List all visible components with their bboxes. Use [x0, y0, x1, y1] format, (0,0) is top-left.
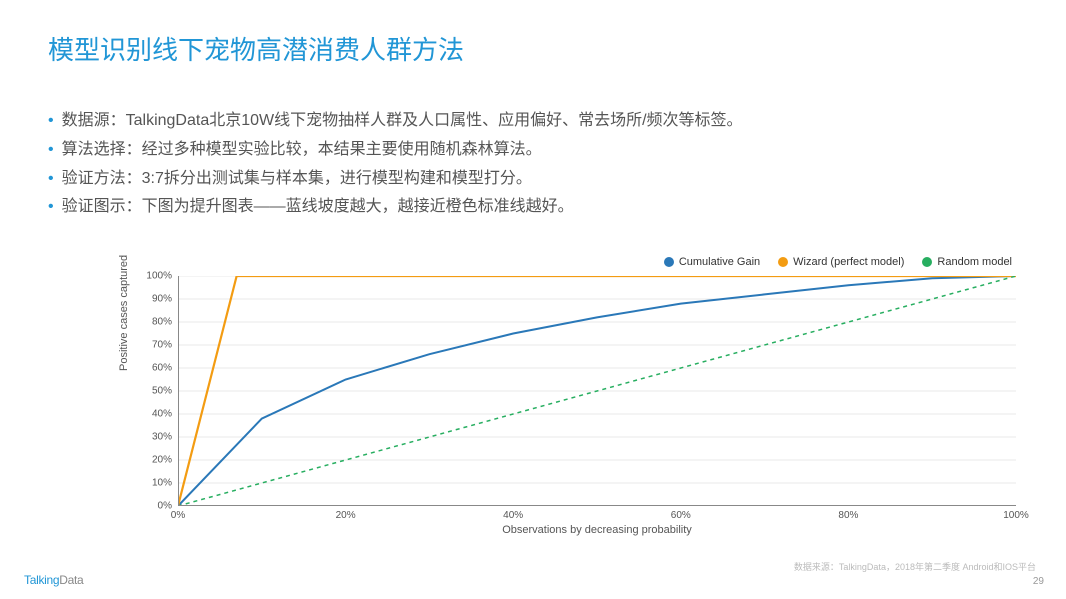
brand-logo: TalkingData: [24, 573, 83, 587]
y-tick-label: 20%: [152, 455, 176, 466]
plot-area: [178, 276, 1016, 506]
page-number: 29: [1033, 576, 1044, 587]
legend-dot-icon: [922, 257, 932, 267]
bullet-text: 算法选择：经过多种模型实验比较，本结果主要使用随机森林算法。: [62, 136, 542, 165]
bullet-item: • 验证方法：3:7拆分出测试集与样本集，进行模型构建和模型打分。: [48, 165, 1066, 194]
bullet-text: 验证图示：下图为提升图表——蓝线坡度越大，越接近橙色标准线越好。: [62, 193, 574, 222]
lift-chart: Cumulative Gain Wizard (perfect model) R…: [130, 256, 1030, 556]
y-tick-label: 60%: [152, 363, 176, 374]
bullet-dot-icon: •: [48, 107, 54, 136]
y-tick-label: 40%: [152, 409, 176, 420]
y-tick-label: 100%: [146, 271, 176, 282]
legend-label: Wizard (perfect model): [793, 256, 904, 268]
y-tick-label: 50%: [152, 386, 176, 397]
bullet-item: • 数据源：TalkingData北京10W线下宠物抽样人群及人口属性、应用偏好、…: [48, 107, 1066, 136]
bullet-dot-icon: •: [48, 165, 54, 194]
legend-dot-icon: [664, 257, 674, 267]
legend-item: Cumulative Gain: [664, 256, 760, 268]
legend-item: Random model: [922, 256, 1012, 268]
y-tick-label: 80%: [152, 317, 176, 328]
y-tick-label: 10%: [152, 478, 176, 489]
y-tick-label: 90%: [152, 294, 176, 305]
legend-label: Random model: [937, 256, 1012, 268]
bullet-dot-icon: •: [48, 136, 54, 165]
x-axis-label: Observations by decreasing probability: [178, 524, 1016, 536]
legend-label: Cumulative Gain: [679, 256, 760, 268]
y-axis-line: [178, 276, 179, 506]
y-axis-label: Positive cases captured: [118, 255, 130, 371]
x-tick-label: 100%: [1003, 510, 1029, 521]
x-tick-label: 40%: [503, 510, 523, 521]
page-title: 模型识别线下宠物高潜消费人群方法: [0, 0, 1066, 67]
logo-part-b: Data: [59, 573, 83, 587]
y-tick-label: 30%: [152, 432, 176, 443]
x-axis-line: [178, 505, 1016, 506]
legend-dot-icon: [778, 257, 788, 267]
bullet-item: • 验证图示：下图为提升图表——蓝线坡度越大，越接近橙色标准线越好。: [48, 193, 1066, 222]
x-tick-label: 80%: [838, 510, 858, 521]
bullet-text: 数据源：TalkingData北京10W线下宠物抽样人群及人口属性、应用偏好、常…: [62, 107, 743, 136]
bullet-dot-icon: •: [48, 193, 54, 222]
chart-legend: Cumulative Gain Wizard (perfect model) R…: [664, 256, 1012, 268]
x-tick-label: 0%: [171, 510, 185, 521]
bullet-list: • 数据源：TalkingData北京10W线下宠物抽样人群及人口属性、应用偏好、…: [0, 67, 1066, 222]
y-tick-label: 70%: [152, 340, 176, 351]
data-source-note: 数据来源：TalkingData，2018年第二季度 Android和IOS平台: [794, 560, 1036, 573]
chart-svg: [178, 276, 1016, 506]
logo-part-a: Talking: [24, 573, 59, 587]
bullet-text: 验证方法：3:7拆分出测试集与样本集，进行模型构建和模型打分。: [62, 165, 532, 194]
legend-item: Wizard (perfect model): [778, 256, 904, 268]
bullet-item: • 算法选择：经过多种模型实验比较，本结果主要使用随机森林算法。: [48, 136, 1066, 165]
x-tick-label: 20%: [336, 510, 356, 521]
x-tick-label: 60%: [671, 510, 691, 521]
